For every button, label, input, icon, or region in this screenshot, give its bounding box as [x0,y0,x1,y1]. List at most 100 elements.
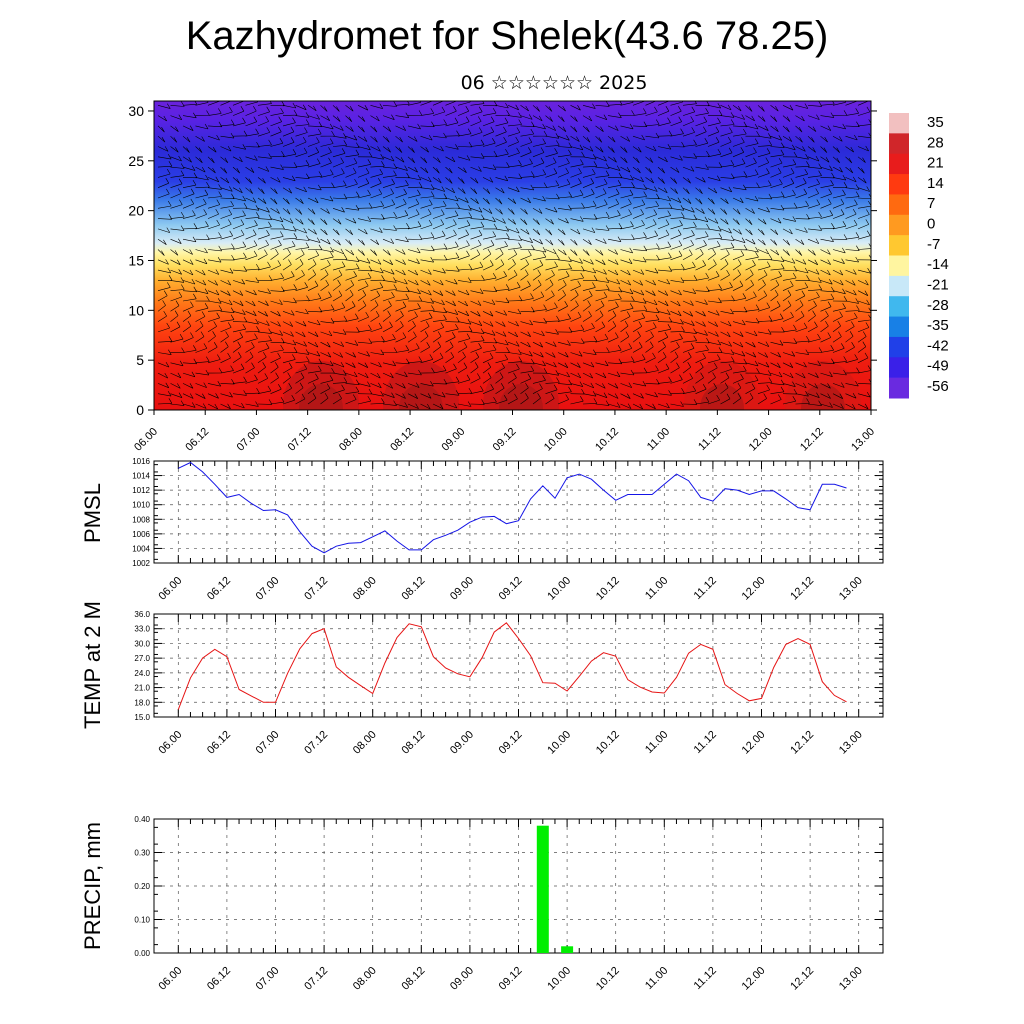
x-tick-label: 06.00 [156,729,184,757]
chart-title: Kazhydromet for Shelek(43.6 78.25) [185,14,829,58]
y-tick-label: 36.0 [134,610,150,619]
colorbar-label: -14 [927,256,949,273]
y-tick-label: 1002 [132,559,150,568]
x-tick-label: 12.00 [740,965,768,993]
colorbar-label: -35 [927,317,949,334]
x-tick-label: 08.12 [399,965,427,993]
x-tick-label: 08.00 [351,729,379,757]
warm-core-inner [499,384,543,410]
y-tick-label: 1014 [132,472,150,481]
x-tick-label: 10.00 [545,729,573,757]
colorbar-label: -42 [927,337,949,354]
colorbar-label: 7 [927,195,935,212]
colorbar-segment [889,235,909,256]
x-tick-label: 06.12 [183,426,211,454]
x-tick-label: 06.00 [156,965,184,993]
warm-cores [283,361,861,410]
colorbar-segment [889,153,909,175]
y-tick-label: 25 [128,153,144,169]
colorbar-label: -21 [927,276,949,293]
colorbar-label: 28 [927,134,944,151]
series-line [178,461,847,554]
x-tick-label: 08.12 [399,729,427,757]
colorbar-segment [889,214,909,236]
x-tick-label: 06.00 [156,575,184,603]
wind-barbs [157,101,871,410]
x-tick-label: 11.00 [643,729,670,756]
x-tick-label: 10.00 [542,426,570,454]
x-tick-label: 10.12 [594,575,622,603]
x-tick-label: 09.12 [497,575,525,603]
x-tick-label: 10.00 [545,575,573,603]
y-tick-label: 33.0 [134,625,150,634]
x-tick-label: 07.12 [302,575,330,603]
colorbar-label: -56 [927,378,949,395]
colorbar-segment [889,255,909,277]
x-tick-label: 13.00 [849,426,877,454]
colorbar-segment [889,316,909,338]
colorbar-segment [889,377,909,399]
x-tick-label: 12.00 [740,729,768,757]
y-tick-label: 30.0 [134,639,150,648]
colorbar-segment [889,296,909,318]
y-tick-label: 0 [136,402,144,418]
y-axis-title: PRECIP, mm [80,822,105,950]
series-line [177,622,847,710]
x-tick-label: 09.00 [448,729,476,757]
x-tick-label: 12.00 [740,575,768,603]
x-tick-label: 07.00 [235,426,263,454]
y-tick-label: 20 [128,203,144,219]
y-tick-label: 0.20 [134,882,150,891]
y-tick-label: 1004 [132,544,150,553]
y-tick-label: 5 [136,352,144,368]
x-tick-label: 12.12 [798,426,826,454]
y-tick-label: 18.0 [134,698,150,707]
y-tick-label: 0.10 [134,916,150,925]
y-tick-label: 0.30 [134,849,150,858]
x-tick-label: 13.00 [837,575,865,603]
warm-core-inner [299,384,343,410]
y-tick-label: 10 [128,302,144,318]
x-tick-label: 07.12 [302,729,330,757]
y-axis-title: PMSL [80,483,105,543]
x-tick-label: 09.00 [448,575,476,603]
precip-panel: 0.00 0.10 0.20 0.30 0.40 06.00 06.12 07.00 07.12… [80,815,884,993]
precip-bar [536,825,549,953]
x-tick-label: 11.00 [643,965,670,992]
wind-barb-field [157,101,871,410]
x-tick-label: 08.00 [337,426,365,454]
x-tick-label: 06.12 [205,965,233,993]
colorbar-segment [889,194,909,216]
colorbar-segment [889,336,909,358]
x-tick-label: 07.12 [286,426,314,454]
x-tick-label: 13.00 [837,965,865,993]
x-tick-label: 12.12 [788,575,816,603]
y-tick-label: 30 [128,103,144,119]
x-tick-label: 09.00 [448,965,476,993]
precip-bar [561,946,574,953]
warm-core-inner [700,384,744,410]
x-tick-label: 06.12 [205,729,233,757]
warm-core-inner [801,384,845,410]
x-tick-label: 09.12 [491,426,519,454]
y-tick-label: 0.00 [134,949,150,958]
y-axis-title: TEMP at 2 M [80,601,105,729]
heatmap-field [154,101,871,410]
x-tick-label: 08.00 [351,965,379,993]
x-tick-label: 11.12 [692,575,719,602]
x-tick-label: 11.12 [696,426,723,453]
colorbar-label: 14 [927,175,944,192]
warm-core-inner [399,384,443,410]
colorbar-segment [889,113,909,134]
x-tick-label: 12.00 [747,426,775,454]
y-tick-label: 21.0 [134,684,150,693]
colorbar-segment [889,133,909,155]
chart-subtitle: 06 ☆☆☆☆☆☆ 2025 [460,72,648,94]
x-tick-label: 13.00 [837,729,865,757]
x-tick-label: 07.12 [302,965,330,993]
y-tick-label: 1006 [132,530,150,539]
x-tick-label: 07.00 [254,965,282,993]
colorbar-label: -49 [927,358,949,375]
x-tick-label: 10.12 [594,965,622,993]
